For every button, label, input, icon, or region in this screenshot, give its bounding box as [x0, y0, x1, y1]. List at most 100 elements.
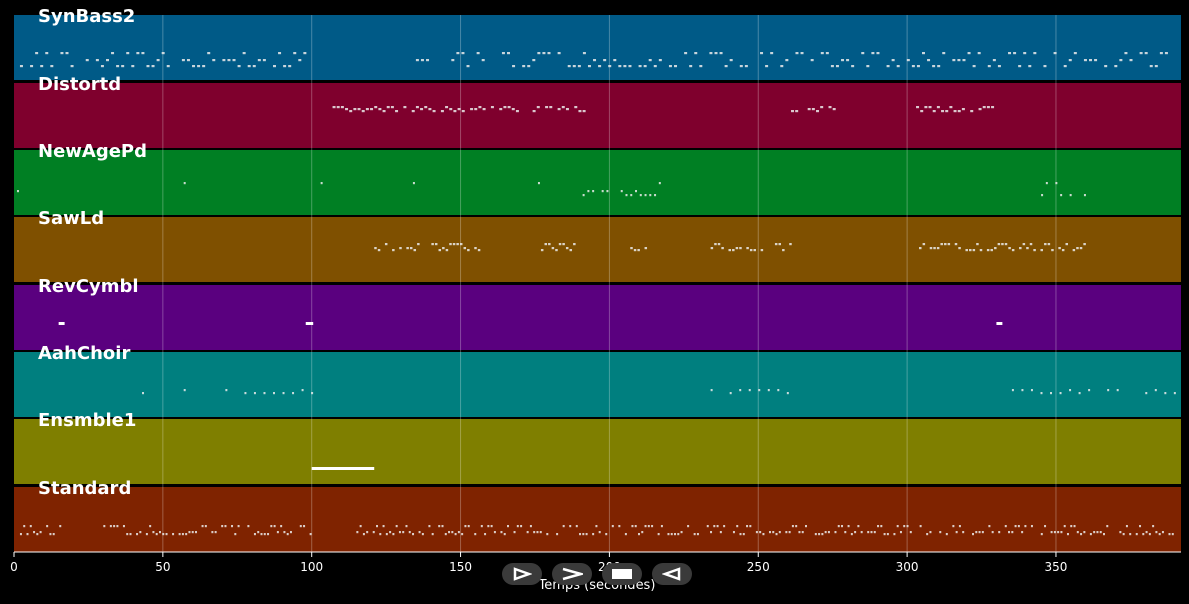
note — [515, 110, 519, 113]
note — [431, 533, 434, 536]
note — [857, 525, 860, 528]
note — [623, 65, 627, 68]
note — [1168, 533, 1171, 536]
note — [417, 243, 420, 246]
note — [800, 52, 804, 55]
note — [1073, 525, 1076, 528]
note — [392, 533, 395, 536]
note — [765, 65, 769, 68]
note — [732, 531, 735, 534]
note — [113, 525, 116, 528]
note — [103, 525, 106, 528]
note — [1023, 52, 1027, 55]
note — [991, 106, 995, 109]
note — [710, 247, 714, 250]
stop-button[interactable] — [602, 563, 642, 585]
note — [668, 65, 672, 68]
note — [789, 243, 792, 246]
note — [370, 108, 374, 111]
note — [1004, 243, 1008, 246]
note — [384, 243, 388, 246]
note — [540, 249, 544, 252]
note — [262, 59, 266, 62]
note — [122, 525, 125, 528]
note — [693, 533, 696, 536]
note — [303, 52, 307, 55]
note — [996, 322, 1003, 325]
note — [506, 525, 509, 528]
fast-forward-button[interactable] — [552, 563, 592, 585]
note — [545, 106, 549, 109]
note — [587, 65, 591, 68]
note — [975, 531, 978, 534]
note — [1089, 59, 1093, 62]
note — [512, 65, 516, 68]
note — [883, 533, 886, 536]
note — [1119, 59, 1123, 62]
note-group — [332, 106, 995, 113]
note — [1080, 533, 1083, 536]
note — [807, 108, 811, 111]
note — [428, 108, 432, 111]
track-label: SynBass2 — [38, 6, 136, 27]
note — [457, 108, 461, 111]
note — [1059, 392, 1062, 395]
note — [947, 243, 951, 246]
note — [511, 108, 515, 111]
note — [283, 65, 287, 68]
note — [835, 65, 839, 68]
note — [573, 243, 576, 246]
note — [542, 52, 546, 55]
note — [997, 65, 1001, 68]
note — [207, 52, 211, 55]
note — [195, 531, 198, 534]
note — [100, 65, 104, 68]
note — [1155, 531, 1158, 534]
note — [532, 59, 536, 62]
play-button[interactable] — [502, 563, 542, 585]
note — [630, 247, 633, 250]
note — [998, 531, 1001, 534]
note — [786, 392, 789, 395]
note — [846, 59, 850, 62]
note — [1050, 531, 1053, 534]
note — [644, 525, 647, 528]
note — [782, 249, 785, 252]
note — [1033, 52, 1037, 55]
note — [406, 247, 409, 250]
note — [1076, 247, 1079, 250]
track-label: Distortd — [38, 74, 122, 95]
note — [1173, 392, 1176, 395]
note — [818, 533, 821, 536]
note — [647, 525, 650, 528]
note — [824, 531, 827, 534]
rewind-button[interactable] — [652, 563, 692, 585]
note — [1040, 533, 1043, 536]
note — [988, 525, 991, 528]
axis-tick-label: 350 — [1044, 560, 1068, 574]
note — [1171, 533, 1174, 536]
note — [126, 533, 129, 536]
note — [377, 249, 381, 252]
note — [45, 52, 49, 55]
note — [821, 533, 824, 536]
note — [944, 243, 947, 246]
note — [263, 392, 266, 395]
note — [768, 531, 771, 534]
note — [452, 243, 456, 246]
note — [922, 243, 926, 246]
note — [273, 65, 277, 68]
track-lane-distortd — [14, 83, 1181, 148]
note — [641, 531, 644, 534]
note — [582, 52, 586, 55]
note — [916, 106, 920, 109]
note — [181, 533, 184, 536]
note — [474, 533, 477, 536]
note — [696, 533, 699, 536]
note — [1114, 65, 1118, 68]
note — [1040, 392, 1043, 395]
note — [441, 525, 444, 528]
note — [827, 531, 830, 534]
note — [634, 525, 637, 528]
note — [35, 52, 39, 55]
